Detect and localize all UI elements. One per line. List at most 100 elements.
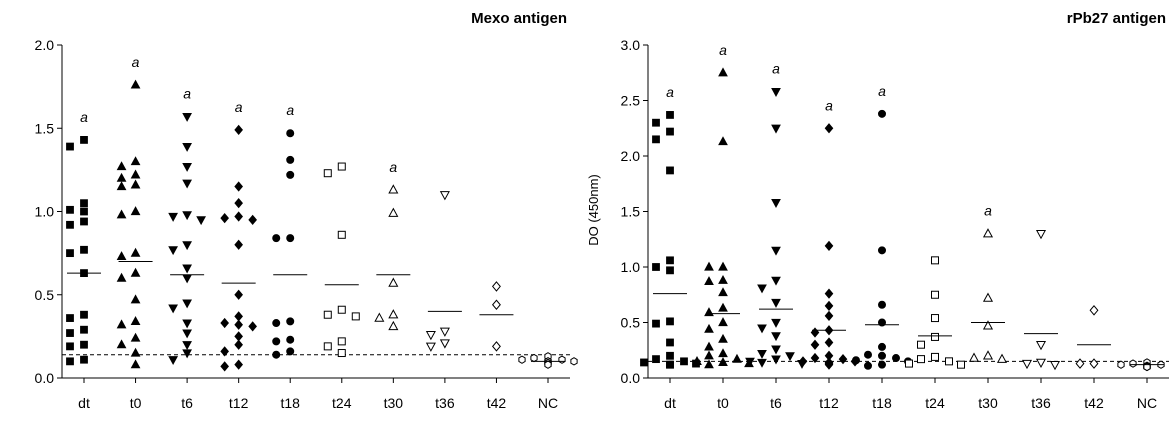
x-tick-label: t0 (130, 395, 142, 411)
square-marker (323, 342, 332, 351)
x-tick-label: t18 (280, 395, 300, 411)
circle-marker (272, 337, 281, 346)
triangle-up-marker (116, 339, 127, 349)
triangle-up-marker (116, 161, 127, 171)
square-marker (652, 135, 660, 144)
triangle-up-marker (116, 272, 127, 282)
circle-marker (864, 361, 873, 370)
triangle-down-marker (182, 142, 192, 152)
triangle-up-marker (130, 294, 141, 304)
square-marker (945, 357, 953, 366)
y-tick-label: 1.5 (621, 204, 641, 220)
x-tick-label: t42 (1084, 395, 1104, 411)
triangle-up-marker (116, 209, 127, 219)
triangle-up-marker (718, 136, 728, 146)
diamond-marker (824, 337, 834, 348)
triangle-up-marker (982, 320, 994, 330)
square-marker (652, 118, 660, 127)
triangle-up-marker (718, 261, 728, 271)
diamond-marker (234, 198, 243, 209)
diamond-marker (1075, 358, 1085, 369)
triangle-down-marker (182, 162, 192, 172)
circle-marker (878, 351, 887, 360)
circle-marker (286, 129, 295, 138)
triangle-down-marker (1035, 358, 1047, 369)
diamond-marker (234, 319, 243, 330)
triangle-down-marker (182, 241, 192, 251)
circle-marker (852, 356, 861, 365)
rpb27-antigen-panel: rPb27 antigen DO (450nm) 0.0 0.5 1.0 1.5 2.0… (586, 10, 1169, 411)
diamond-marker (824, 310, 834, 321)
triangle-up-marker (718, 357, 728, 367)
square-marker (337, 162, 346, 171)
triangle-up-marker (692, 356, 702, 365)
triangle-up-marker (388, 277, 399, 287)
triangle-up-marker (130, 169, 141, 179)
circle-marker (878, 300, 887, 309)
diamond-marker (234, 289, 243, 300)
circle-marker (878, 342, 887, 351)
diamond-marker (220, 361, 229, 372)
significance-label: a (389, 159, 397, 175)
triangle-up-marker (130, 206, 141, 216)
square-marker (640, 358, 648, 367)
diamond-marker (234, 331, 243, 342)
square-marker (666, 317, 674, 326)
diamond-marker (220, 317, 229, 329)
significance-label: a (772, 61, 780, 77)
x-tick-label: t36 (1031, 395, 1051, 411)
x-tick-label: t6 (181, 395, 193, 411)
square-marker (323, 310, 332, 319)
y-tick-label: 1.0 (621, 259, 641, 275)
circle-marker (286, 317, 295, 326)
triangle-down-marker (757, 324, 767, 334)
significance-label: a (286, 102, 294, 118)
square-marker (931, 332, 939, 341)
square-marker (66, 142, 74, 151)
triangle-down-marker (439, 191, 450, 201)
diamond-marker (810, 327, 820, 338)
square-marker (80, 355, 88, 364)
y-tick-label: 0.5 (621, 315, 641, 331)
triangle-up-marker (982, 350, 994, 360)
triangle-down-marker (168, 356, 178, 366)
triangle-down-marker (182, 349, 192, 359)
hexagon-marker (518, 355, 526, 364)
significance-label: a (719, 42, 727, 58)
square-marker (666, 266, 674, 275)
triangle-up-marker (996, 353, 1008, 363)
triangle-up-marker (704, 323, 714, 333)
triangle-down-marker (771, 276, 781, 286)
diamond-marker (234, 359, 243, 370)
square-marker (337, 305, 346, 314)
square-marker (931, 290, 939, 299)
diamond-marker (234, 181, 243, 192)
square-marker (337, 349, 346, 358)
triangle-up-marker (718, 317, 728, 327)
y-tick-label: 1.0 (35, 204, 55, 220)
triangle-up-marker (718, 348, 728, 358)
diamond-marker (824, 300, 834, 311)
triangle-up-marker (704, 261, 714, 271)
triangle-up-marker (718, 302, 728, 312)
diamond-marker (248, 321, 257, 332)
diamond-marker (491, 281, 501, 292)
significance-label: a (984, 203, 992, 219)
diamond-marker (491, 341, 501, 352)
y-tick-label: 0.0 (35, 370, 55, 386)
square-marker (66, 314, 74, 322)
x-tick-label: t18 (872, 395, 892, 411)
square-marker (652, 263, 660, 271)
triangle-down-marker (168, 212, 178, 222)
diamond-marker (838, 354, 848, 365)
square-marker (905, 359, 913, 368)
square-marker (337, 337, 346, 346)
diamond-marker (220, 346, 229, 357)
triangle-down-marker (757, 284, 767, 294)
triangle-down-marker (168, 304, 178, 314)
square-marker (80, 245, 88, 254)
square-marker (66, 342, 74, 351)
triangle-up-marker (130, 332, 141, 342)
diamond-marker (234, 211, 243, 222)
triangle-up-marker (388, 207, 399, 217)
